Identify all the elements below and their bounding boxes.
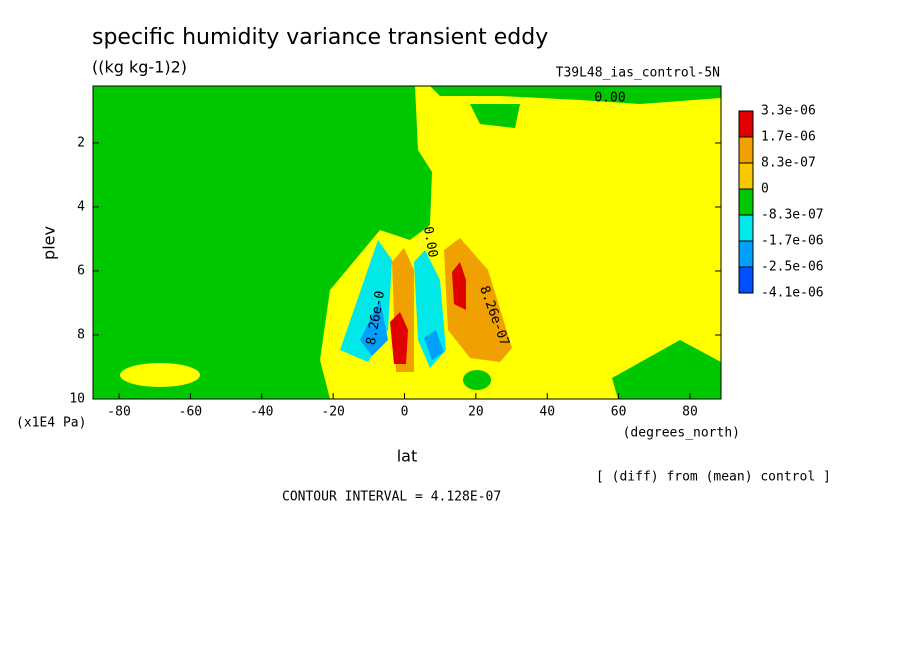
x-tick-label: -80 xyxy=(107,405,130,420)
legend-swatch xyxy=(738,214,754,242)
plot-frame xyxy=(92,85,722,400)
x-tick-label: 80 xyxy=(682,405,698,420)
legend-label: -4.1e-06 xyxy=(761,286,824,301)
contour-region xyxy=(430,86,721,104)
x-tick-label: 20 xyxy=(468,405,484,420)
contour-region xyxy=(470,104,520,128)
legend-swatch xyxy=(738,188,754,216)
x-tick-label: -40 xyxy=(250,405,273,420)
y-unit: (x1E4 Pa) xyxy=(16,416,86,431)
x-tick-label: 40 xyxy=(539,405,555,420)
legend-swatch xyxy=(738,266,754,294)
x-tick-label: 0 xyxy=(401,405,409,420)
legend-swatch xyxy=(738,110,754,138)
legend-label: -8.3e-07 xyxy=(761,208,824,223)
chart-title: specific humidity variance transient edd… xyxy=(92,25,548,50)
legend-swatch xyxy=(738,162,754,190)
x-tick-label: -20 xyxy=(321,405,344,420)
contour-region xyxy=(390,312,408,364)
y-axis-title: plev xyxy=(40,226,59,260)
chart-subtitle: ((kg kg-1)2) xyxy=(92,58,187,77)
contour-region xyxy=(612,340,721,399)
legend-label: -2.5e-06 xyxy=(761,260,824,275)
contour-region xyxy=(300,122,318,130)
contour-region xyxy=(463,370,491,390)
y-tick-label: 8 xyxy=(77,327,85,342)
y-tick-label: 4 xyxy=(77,199,85,214)
plot-area: 0.00 8.26e-0 0.00 8.26e-07 xyxy=(92,85,722,400)
contour-label: 0.00 xyxy=(420,225,440,258)
legend-label: 8.3e-07 xyxy=(761,156,816,171)
y-tick-label: 10 xyxy=(69,392,85,407)
contour-region xyxy=(120,363,200,387)
note: [ (diff) from (mean) control ] xyxy=(596,470,831,485)
contour-region xyxy=(93,86,432,399)
contour-interval: CONTOUR INTERVAL = 4.128E-07 xyxy=(282,490,501,505)
contour-region xyxy=(327,370,363,390)
y-tick-label: 2 xyxy=(77,135,85,150)
legend-swatch xyxy=(738,136,754,164)
legend-label: 3.3e-06 xyxy=(761,104,816,119)
y-tick-label: 6 xyxy=(77,263,85,278)
legend-label: -1.7e-06 xyxy=(761,234,824,249)
contour-region xyxy=(360,300,388,356)
run-label: T39L48_ias_control-5N xyxy=(556,66,720,81)
x-unit: (degrees_north) xyxy=(623,426,740,441)
x-tick-label: -60 xyxy=(179,405,202,420)
x-axis-title: lat xyxy=(397,447,418,466)
contour-region xyxy=(424,330,444,360)
legend-label: 1.7e-06 xyxy=(761,130,816,145)
x-tick-label: 60 xyxy=(611,405,627,420)
legend-label: 0 xyxy=(761,182,769,197)
contour-label: 0.00 xyxy=(594,91,625,106)
legend-swatch xyxy=(738,240,754,268)
contour-region xyxy=(452,262,466,310)
